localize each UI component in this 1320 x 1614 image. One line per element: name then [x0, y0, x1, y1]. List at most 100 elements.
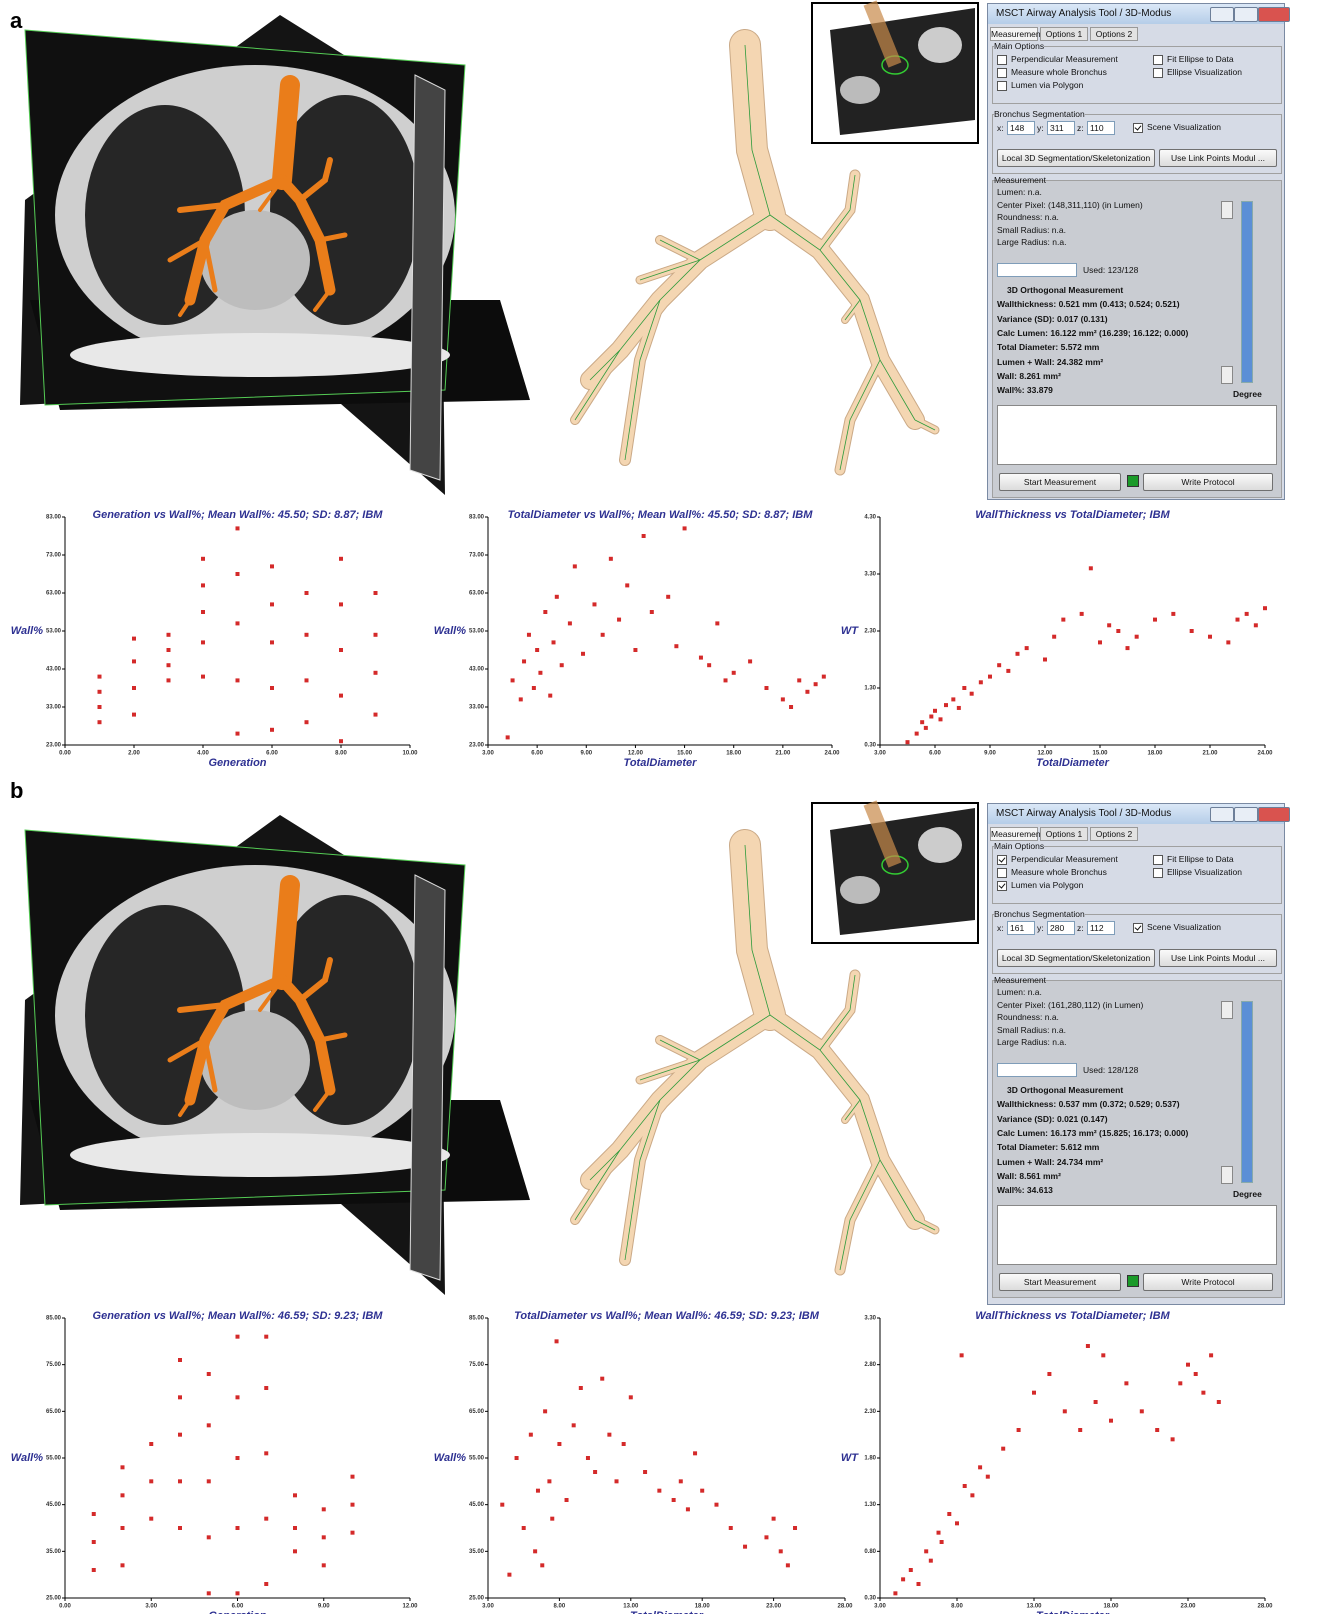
ct-plane-side [410, 875, 445, 1280]
tab[interactable]: Options 1 [1040, 827, 1088, 841]
window-control[interactable] [1210, 807, 1234, 822]
coord-input[interactable]: 112 [1087, 921, 1115, 935]
data-point [674, 644, 678, 648]
y-tick-label: 43.00 [469, 667, 485, 673]
button[interactable]: Local 3D Segmentation/Skeletonization [997, 149, 1155, 167]
coord-input[interactable]: 148 [1007, 121, 1035, 135]
tab[interactable]: Measurement [990, 27, 1038, 41]
coord-input[interactable]: 280 [1047, 921, 1075, 935]
window-control[interactable] [1210, 7, 1234, 22]
data-point [581, 652, 585, 656]
info-line: Center Pixel: (148,311,110) (in Lumen) [997, 200, 1143, 210]
check-mark [1135, 123, 1142, 130]
x-tick-label: 8.00 [554, 1604, 566, 1610]
coord-input[interactable]: 311 [1047, 121, 1075, 135]
data-point [506, 735, 510, 739]
window-control[interactable] [1258, 807, 1290, 822]
chart-title: Generation vs Wall%; Mean Wall%: 46.59; … [93, 1310, 384, 1322]
x-tick-label: 12.00 [1037, 751, 1053, 757]
data-point [511, 678, 515, 682]
data-point [207, 1479, 211, 1483]
check-mark [999, 881, 1006, 888]
degree-slider[interactable] [1241, 201, 1253, 383]
x-tick-label: 3.00 [482, 751, 494, 757]
y-tick-label: 63.00 [469, 591, 485, 597]
degree-slider[interactable] [1241, 1001, 1253, 1183]
checkbox[interactable] [997, 55, 1007, 65]
data-point [167, 648, 171, 652]
data-point [715, 621, 719, 625]
checkbox[interactable] [1153, 868, 1163, 878]
scene-label: Scene Visualization [1147, 922, 1221, 932]
x-tick-label: 4.00 [197, 751, 209, 757]
button[interactable]: Local 3D Segmentation/Skeletonization [997, 949, 1155, 967]
button[interactable]: Start Measurement [999, 473, 1121, 491]
button[interactable]: Use Link Points Modul ... [1159, 949, 1277, 967]
coord-input[interactable]: 161 [1007, 921, 1035, 935]
data-point [748, 659, 752, 663]
window-control[interactable] [1234, 7, 1258, 22]
option-label: Measure whole Bronchus [1011, 867, 1107, 877]
data-point [764, 686, 768, 690]
tab[interactable]: Measurement [990, 827, 1038, 841]
x-tick-label: 24.00 [1257, 751, 1273, 757]
window-title: MSCT Airway Analysis Tool / 3D-Modus [996, 808, 1171, 819]
scroll-down[interactable] [1221, 366, 1233, 384]
tab[interactable]: Options 2 [1090, 27, 1138, 41]
tab[interactable]: Options 2 [1090, 827, 1138, 841]
data-point [1254, 623, 1258, 627]
data-point [573, 564, 577, 568]
app-window: MSCT Airway Analysis Tool / 3D-Modus Meas… [987, 803, 1285, 1305]
button[interactable]: Write Protocol [1143, 1273, 1273, 1291]
data-point [207, 1535, 211, 1539]
protocol-textarea[interactable] [997, 1205, 1277, 1265]
checkbox[interactable] [997, 68, 1007, 78]
checkbox[interactable] [1133, 923, 1143, 933]
checkbox[interactable] [1133, 123, 1143, 133]
checkbox[interactable] [997, 855, 1007, 865]
button[interactable]: Use Link Points Modul ... [1159, 149, 1277, 167]
data-point [666, 595, 670, 599]
data-point [1094, 1400, 1098, 1404]
scroll-down[interactable] [1221, 1166, 1233, 1184]
data-point [906, 740, 910, 744]
button[interactable]: Start Measurement [999, 1273, 1121, 1291]
result-line: 3D Orthogonal Measurement [1007, 1085, 1123, 1095]
scroll-up[interactable] [1221, 201, 1233, 219]
button[interactable]: Write Protocol [1143, 473, 1273, 491]
dropdown[interactable] [997, 263, 1077, 277]
info-line: Small Radius: n.a. [997, 1025, 1066, 1035]
data-point [957, 706, 961, 710]
x-axis-label: TotalDiameter [1036, 757, 1110, 769]
checkbox[interactable] [1153, 55, 1163, 65]
y-tick-label: 3.30 [864, 1316, 876, 1322]
dropdown[interactable] [997, 1063, 1077, 1077]
data-point [548, 694, 552, 698]
window-control[interactable] [1234, 807, 1258, 822]
checkbox[interactable] [1153, 68, 1163, 78]
coord-input[interactable]: 110 [1087, 121, 1115, 135]
protocol-textarea[interactable] [997, 405, 1277, 465]
y-tick-label: 0.30 [864, 1596, 876, 1602]
x-tick-label: 0.00 [59, 751, 71, 757]
data-point [607, 1433, 611, 1437]
y-tick-label: 2.30 [864, 629, 876, 635]
checkbox[interactable] [997, 868, 1007, 878]
scroll-up[interactable] [1221, 1001, 1233, 1019]
window-control[interactable] [1258, 7, 1290, 22]
data-point [270, 728, 274, 732]
checkbox[interactable] [1153, 855, 1163, 865]
x-tick-label: 13.00 [1026, 1604, 1042, 1610]
tab[interactable]: Options 1 [1040, 27, 1088, 41]
data-point [543, 1409, 547, 1413]
chart-title: TotalDiameter vs Wall%; Mean Wall%: 46.5… [514, 1310, 820, 1322]
info-line: Lumen: n.a. [997, 187, 1042, 197]
data-point [600, 1377, 604, 1381]
y-axis-label: Wall% [434, 1452, 466, 1464]
checkbox[interactable] [997, 81, 1007, 91]
data-point [568, 621, 572, 625]
data-point [540, 1563, 544, 1567]
checkbox[interactable] [997, 881, 1007, 891]
data-point [552, 640, 556, 644]
x-tick-label: 3.00 [874, 751, 886, 757]
